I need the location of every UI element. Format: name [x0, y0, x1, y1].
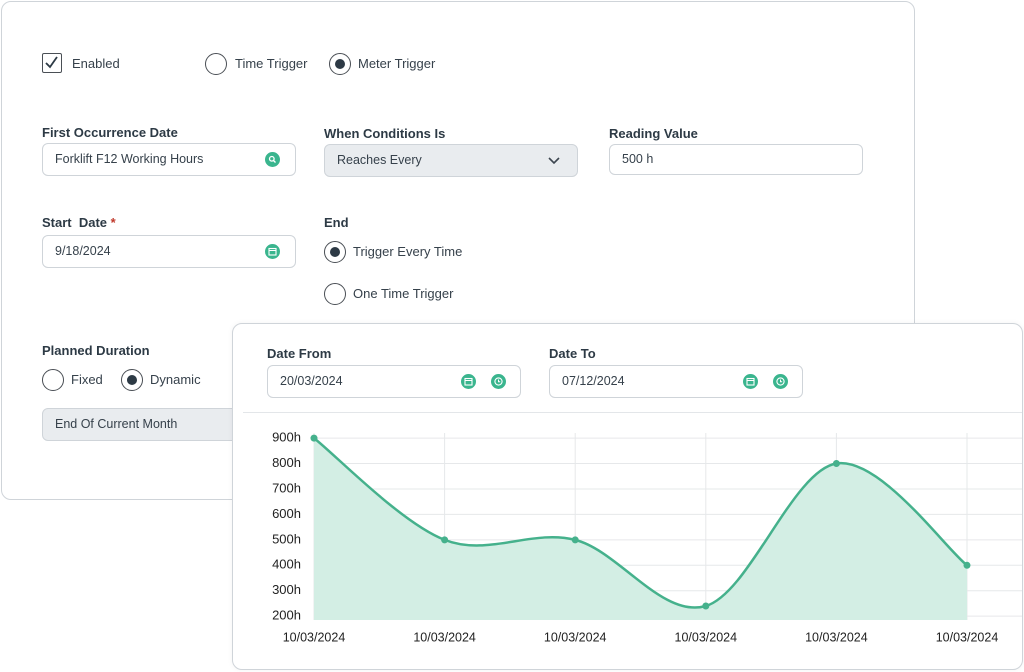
field-label: Reading Value	[609, 126, 698, 141]
radio[interactable]	[121, 369, 143, 391]
field-label: Date To	[549, 346, 596, 361]
x-tick-label: 10/03/2024	[675, 630, 738, 644]
y-tick-label: 200h	[272, 608, 301, 623]
area	[314, 438, 967, 620]
input-value: End Of Current Month	[55, 417, 178, 431]
x-tick-label: 10/03/2024	[805, 630, 868, 644]
data-point	[310, 434, 318, 442]
input-value: 500 h	[622, 152, 654, 166]
x-tick-label: 10/03/2024	[413, 630, 476, 644]
calendar-icon[interactable]	[743, 374, 758, 389]
y-tick-label: 300h	[272, 582, 301, 597]
radio-label: Fixed	[71, 372, 103, 387]
field-label: End	[324, 215, 349, 230]
y-tick-label: 400h	[272, 557, 301, 572]
radio-label: Dynamic	[150, 372, 201, 387]
input-value: 20/03/2024	[280, 374, 343, 388]
radio-label: Meter Trigger	[358, 56, 436, 71]
calendar-icon[interactable]	[461, 374, 476, 389]
field-label: Start Date *	[42, 215, 116, 231]
select-input[interactable]: Reaches Every	[324, 144, 578, 177]
y-tick-label: 500h	[272, 531, 301, 546]
field-label: Planned Duration	[42, 343, 150, 358]
field-label: When Conditions Is	[324, 126, 446, 141]
radio[interactable]	[42, 369, 64, 391]
data-point	[571, 536, 579, 544]
input-value: 07/12/2024	[562, 374, 625, 388]
select-value: Reaches Every	[337, 153, 422, 167]
chart-card: Date From 20/03/2024 Date To 07/12/2024 …	[232, 323, 1023, 670]
field-label: Date From	[267, 346, 332, 361]
radio[interactable]	[324, 283, 346, 305]
chart: 200h 300h 400h 500h 600h 700h 800h 900h 10/03/20…	[272, 430, 1022, 644]
calendar-icon[interactable]	[265, 244, 280, 259]
required-mark: *	[110, 215, 116, 230]
input-value: 9/18/2024	[55, 244, 111, 258]
x-tick-label: 10/03/2024	[936, 630, 999, 644]
x-tick-label: 10/03/2024	[283, 630, 346, 644]
x-tick-label: 10/03/2024	[544, 630, 607, 644]
date-input[interactable]: 9/18/2024	[42, 235, 296, 268]
input-value: Forklift F12 Working Hours	[55, 152, 204, 166]
data-point	[702, 602, 710, 610]
y-tick-label: 800h	[272, 455, 301, 470]
y-tick-label: 600h	[272, 506, 301, 521]
date-input[interactable]: 07/12/2024	[549, 365, 803, 398]
check-mark	[45, 56, 58, 69]
radio[interactable]	[329, 53, 351, 75]
search-icon[interactable]	[265, 152, 280, 167]
label-text: Start Date	[42, 215, 108, 230]
divider	[243, 412, 1022, 413]
y-tick-label: 700h	[272, 480, 301, 495]
line	[313, 437, 968, 609]
data-point	[832, 460, 840, 468]
data-point	[963, 561, 971, 569]
radio[interactable]	[205, 53, 227, 75]
y-tick-label: 900h	[272, 430, 301, 445]
date-input[interactable]: 20/03/2024	[267, 365, 521, 398]
field-label: First Occurrence Date	[42, 125, 178, 140]
radio-label: One Time Trigger	[353, 286, 454, 301]
data-point	[441, 536, 449, 544]
clock-icon[interactable]	[773, 374, 788, 389]
text-input[interactable]: Forklift F12 Working Hours	[42, 143, 296, 176]
checkbox[interactable]	[42, 53, 62, 73]
clock-icon[interactable]	[491, 374, 506, 389]
radio-label: Time Trigger	[235, 56, 308, 71]
radio[interactable]	[324, 241, 346, 263]
checkbox-label: Enabled	[72, 56, 120, 71]
radio-label: Trigger Every Time	[353, 244, 463, 259]
text-input[interactable]: 500 h	[609, 144, 863, 175]
chevron-icon	[548, 157, 560, 165]
